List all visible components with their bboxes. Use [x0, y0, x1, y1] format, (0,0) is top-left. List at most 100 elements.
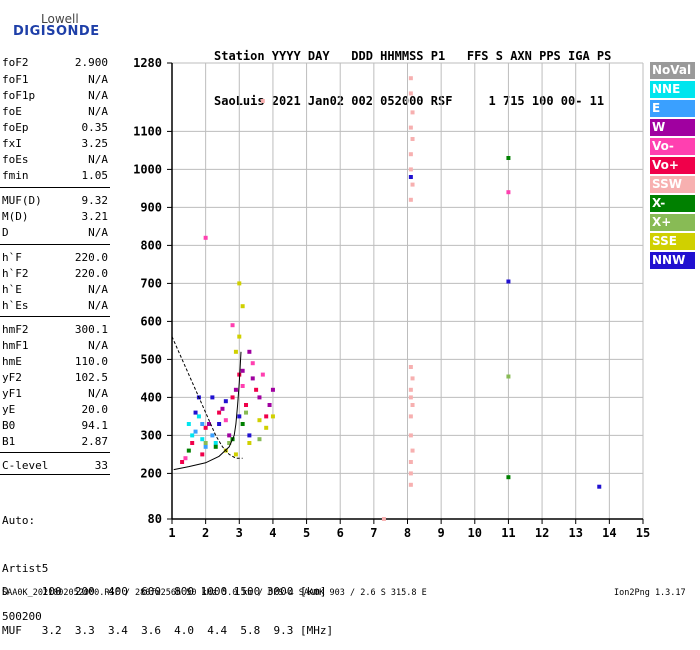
param-value: N/A	[88, 105, 108, 118]
param-value: 0.35	[81, 121, 109, 134]
data-point	[210, 433, 215, 438]
data-point	[247, 441, 252, 445]
param-value: 20.0	[81, 403, 109, 416]
param-value: N/A	[88, 73, 108, 86]
profile-curve	[171, 336, 243, 459]
param-value: 220.0	[74, 267, 108, 280]
x-tick-label: 2	[202, 526, 209, 540]
data-point	[180, 460, 185, 464]
data-point	[408, 387, 413, 392]
param-value: 102.5	[74, 371, 108, 384]
data-point	[190, 441, 195, 445]
legend-item: NoVal	[650, 62, 695, 79]
param-name: foF2	[2, 56, 29, 69]
param-row: hmE 110.0	[2, 354, 108, 370]
muf-value-row: MUF 3.2 3.3 3.4 3.6 4.0 4.4 5.8 9.3 [MHz…	[2, 624, 334, 637]
data-point	[220, 406, 225, 411]
x-tick-label: 11	[501, 526, 515, 540]
param-row: M(D) 3.21	[2, 209, 108, 225]
data-point	[597, 484, 602, 489]
x-tick-label: 14	[602, 526, 616, 540]
param-value: 300.1	[74, 323, 108, 336]
ionogram-chart: 1 2 3 4 5 6 7 8 9 10 11 12 13 14 158020030040050060070…	[133, 56, 650, 540]
data-point	[223, 418, 228, 423]
data-point	[408, 460, 413, 464]
x-tick-label: 9	[438, 526, 445, 540]
x-tick-label: 5	[303, 526, 310, 540]
data-point	[506, 190, 511, 195]
data-point	[210, 395, 215, 400]
param-name: foEs	[2, 153, 29, 166]
param-row: fxI 3.25	[2, 136, 108, 152]
legend-item: E	[650, 100, 695, 117]
legend-item: SSW	[650, 176, 695, 193]
y-tick-label: 80	[148, 512, 162, 526]
data-point	[410, 448, 415, 453]
data-point	[200, 422, 205, 426]
param-name: foE	[2, 105, 22, 118]
x-tick-label: 3	[236, 526, 243, 540]
legend-item: X-	[650, 195, 695, 212]
data-point	[183, 456, 188, 461]
data-point	[240, 422, 245, 426]
param-row: hmF1 N/A	[2, 338, 108, 354]
data-point	[217, 422, 222, 426]
param-row: B0 94.1	[2, 418, 108, 434]
param-name: C-level	[2, 459, 49, 472]
param-row: foEp 0.35	[2, 120, 108, 136]
param-name: hmF2	[2, 323, 29, 336]
data-point	[227, 441, 232, 445]
data-point	[381, 517, 386, 521]
data-point	[217, 410, 222, 415]
param-name: M(D)	[2, 210, 29, 223]
data-point	[410, 182, 415, 187]
param-value: N/A	[88, 339, 108, 352]
data-point	[264, 425, 269, 430]
auto-artist: Artist5	[2, 562, 49, 575]
data-point	[250, 376, 255, 381]
param-name: fmin	[2, 169, 29, 182]
data-point	[240, 368, 245, 373]
param-name: B0	[2, 419, 16, 432]
data-point	[196, 414, 201, 419]
data-point	[408, 433, 413, 438]
separator	[0, 316, 110, 317]
legend-item: X+	[650, 214, 695, 231]
param-row: foEs N/A	[2, 152, 108, 168]
legend-item: NNE	[650, 81, 695, 98]
data-point	[237, 281, 242, 286]
param-value: 2.900	[74, 56, 108, 69]
y-tick-label: 600	[140, 314, 162, 328]
data-point	[257, 395, 262, 400]
y-tick-label: 800	[140, 238, 162, 252]
param-value: N/A	[88, 387, 108, 400]
data-point	[260, 372, 265, 377]
data-point	[247, 349, 252, 354]
param-value: N/A	[88, 89, 108, 102]
param-name: h`F	[2, 251, 22, 264]
data-point	[260, 99, 265, 103]
data-point	[227, 433, 232, 438]
data-point	[506, 475, 511, 480]
param-value: N/A	[88, 299, 108, 312]
x-tick-label: 12	[535, 526, 549, 540]
param-name: B1	[2, 435, 16, 448]
param-name: yF1	[2, 387, 22, 400]
data-point	[200, 437, 205, 442]
data-point	[223, 399, 228, 404]
param-row: yF2 102.5	[2, 370, 108, 386]
param-name: hmF1	[2, 339, 29, 352]
y-tick-label: 500	[140, 352, 162, 366]
param-name: foEp	[2, 121, 29, 134]
data-point	[410, 403, 415, 407]
y-tick-label: 200	[140, 466, 162, 480]
param-row: foF1p N/A	[2, 88, 108, 104]
param-name: foF1p	[2, 89, 36, 102]
param-row: foF1 N/A	[2, 72, 108, 88]
param-row: hmF2 300.1	[2, 322, 108, 338]
separator	[0, 452, 110, 453]
separator	[0, 244, 110, 245]
param-row: yF1 N/A	[2, 386, 108, 402]
data-point	[203, 444, 208, 449]
param-row: D N/A	[2, 225, 108, 241]
